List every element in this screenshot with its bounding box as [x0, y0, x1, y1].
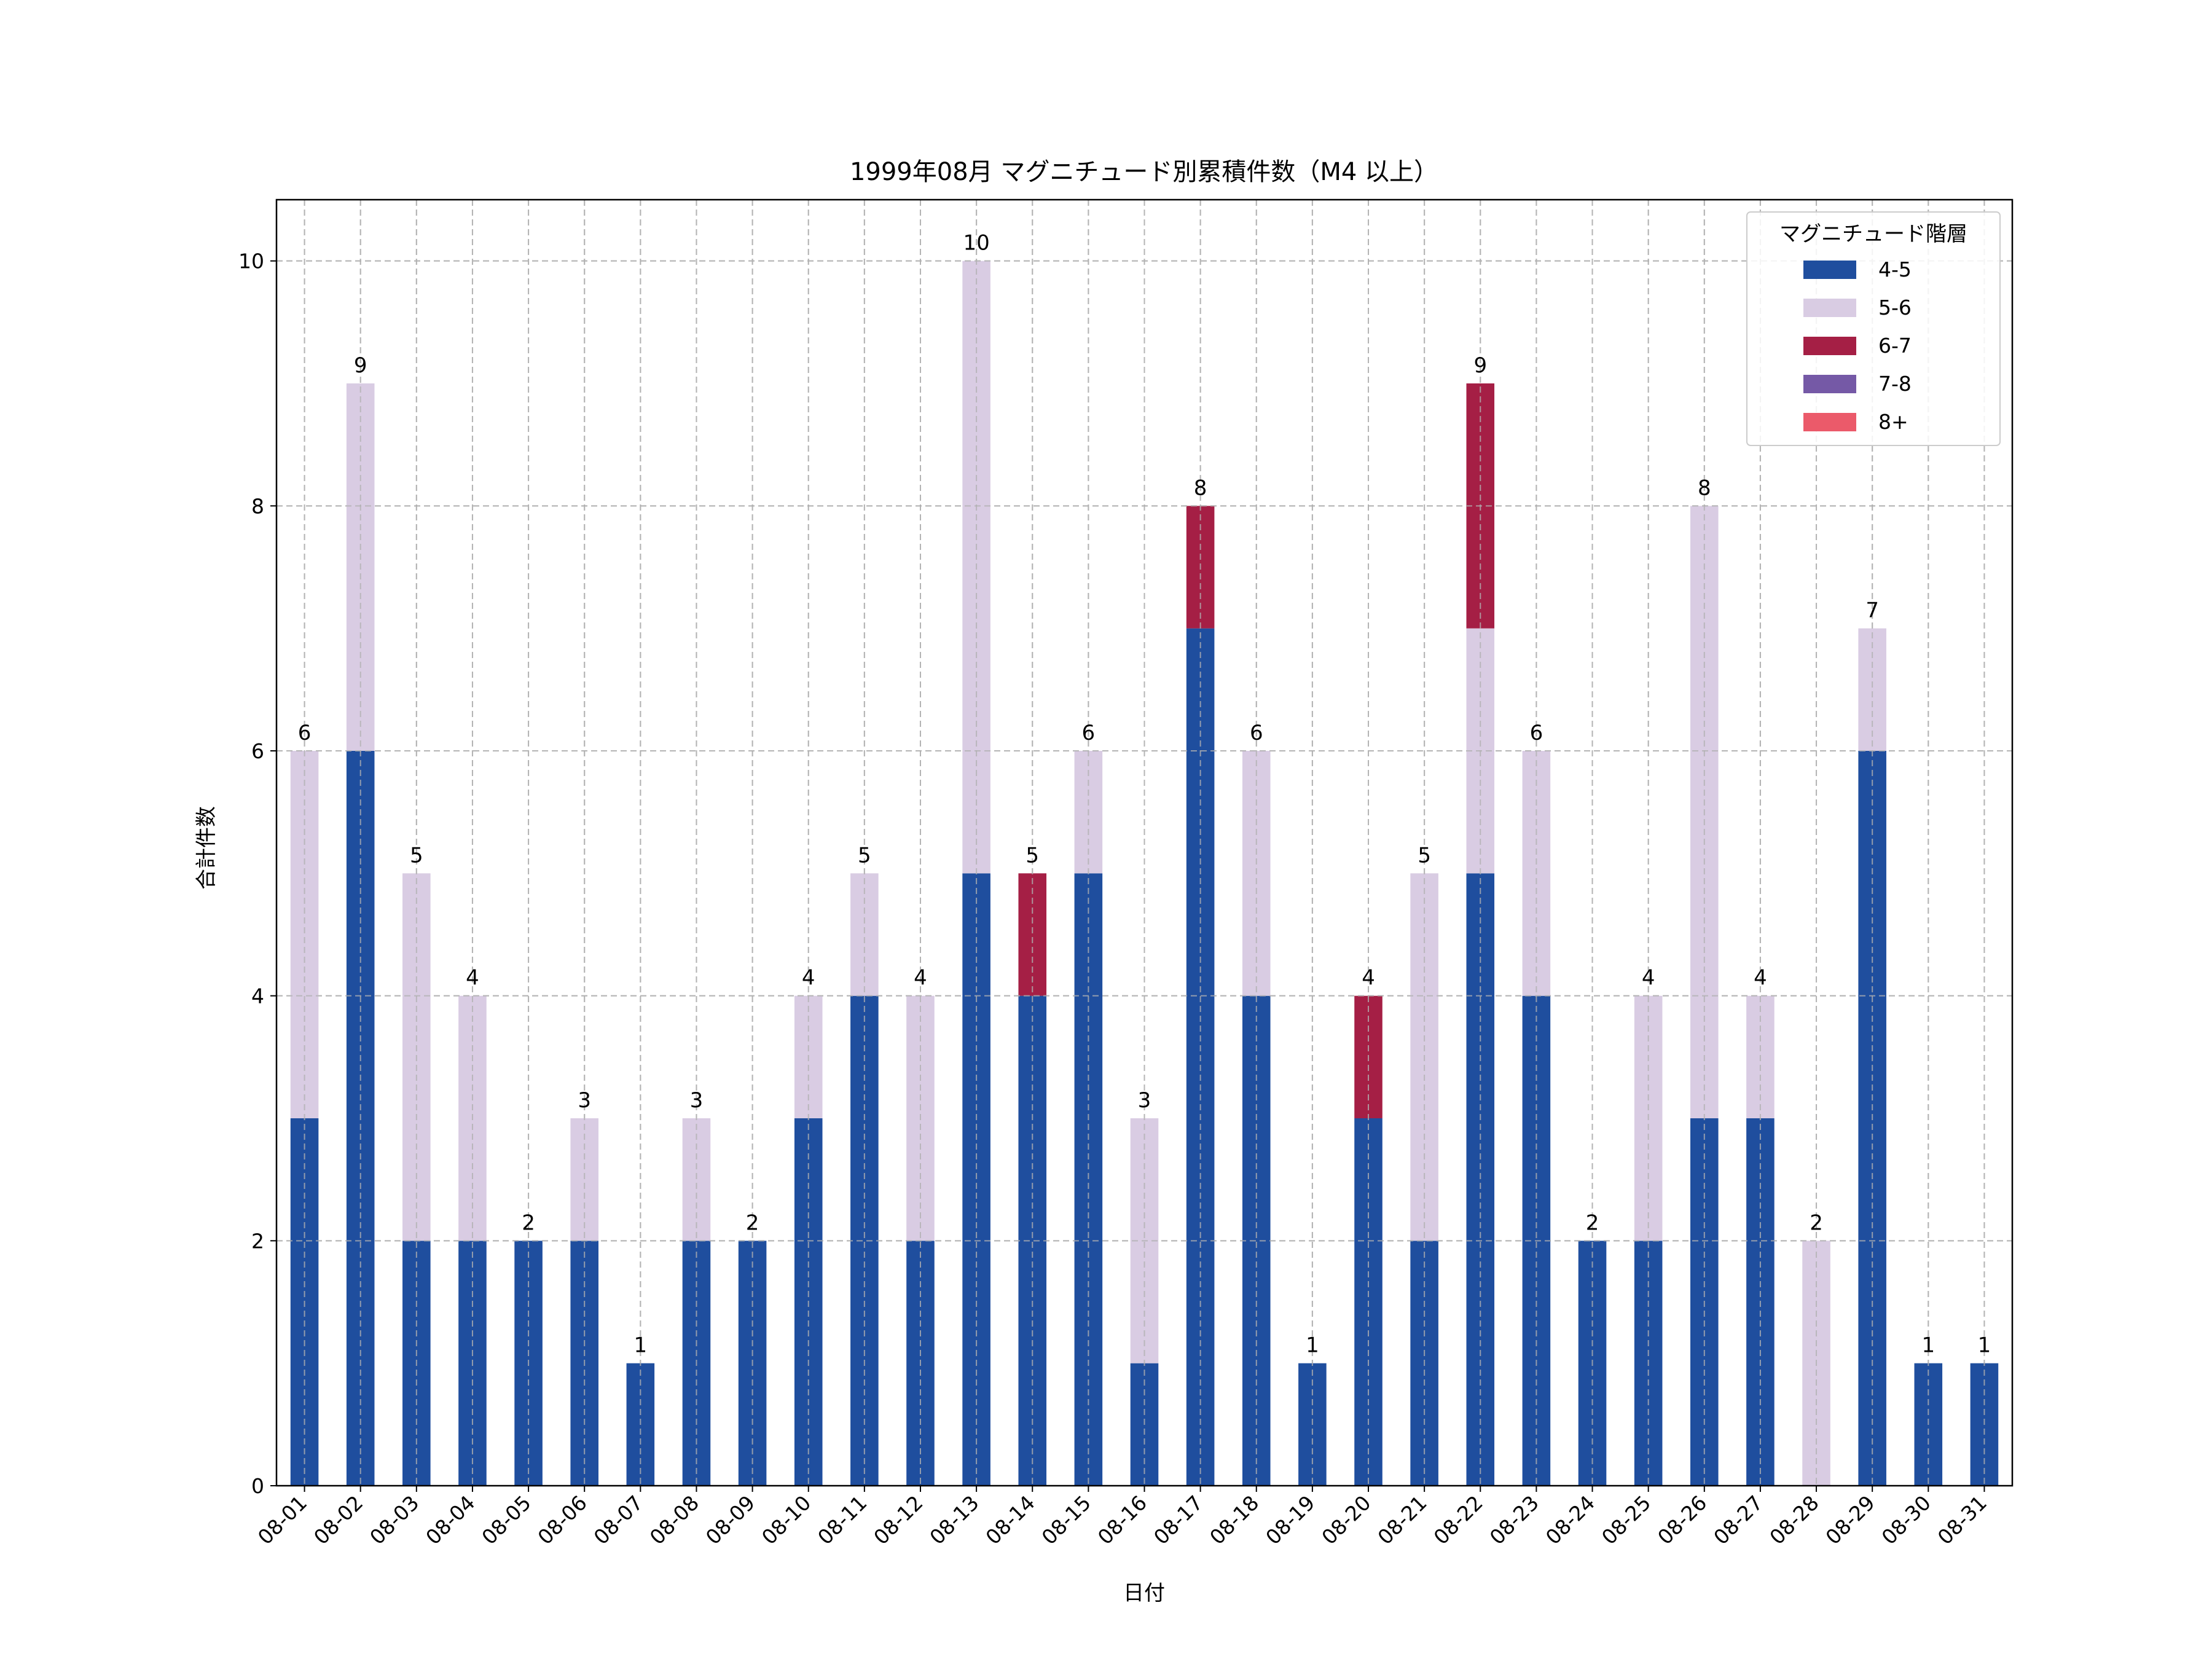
bar-total-label: 3 [578, 1088, 591, 1113]
bar-total-label: 5 [1418, 843, 1431, 868]
y-tick-label: 4 [251, 984, 264, 1008]
x-tick-label: 08-12 [869, 1491, 927, 1549]
x-tick-label: 08-24 [1541, 1491, 1599, 1549]
bar-total-label: 5 [858, 843, 871, 868]
legend-label-5-6: 5-6 [1878, 296, 1912, 320]
labels-layer: 6 9 5 4 2 3 1 3 2 4 5 4 10 5 6 3 8 6 1 4 5 9 6 2 4 8 4 2 7 1 1 [298, 231, 1991, 1358]
x-axis-label: 日付 [1123, 1581, 1165, 1606]
x-tick-label: 08-25 [1597, 1491, 1655, 1549]
x-tick-label: 08-13 [925, 1491, 983, 1549]
x-tick-label: 08-19 [1261, 1491, 1319, 1549]
x-tick-label: 08-20 [1317, 1491, 1375, 1549]
legend-label-6-7: 6-7 [1878, 334, 1912, 358]
legend-swatch-4-5 [1803, 261, 1856, 279]
x-tick-label: 08-26 [1653, 1491, 1711, 1549]
x-tick-label: 08-18 [1205, 1491, 1263, 1549]
chart-title: 1999年08月 マグニチュード別累積件数（M4 以上） [850, 158, 1438, 186]
bar-total-label: 2 [1810, 1210, 1823, 1235]
x-tick-label: 08-11 [813, 1491, 871, 1549]
x-tick-label: 08-10 [757, 1491, 815, 1549]
y-tick-label: 8 [251, 494, 264, 518]
bar-total-label: 6 [1250, 721, 1263, 745]
x-tick-label: 08-14 [981, 1491, 1040, 1549]
bar-total-label: 6 [1082, 721, 1096, 745]
legend-label-7-8: 7-8 [1878, 372, 1912, 396]
bar-segment-5-6 [290, 751, 319, 1118]
bars-layer [276, 200, 2012, 1486]
x-tick-label: 08-05 [477, 1491, 535, 1549]
x-tick-label: 08-04 [421, 1491, 479, 1549]
bar-total-label: 4 [802, 966, 815, 990]
bar-total-label: 2 [746, 1210, 759, 1235]
bar-total-label: 1 [1306, 1333, 1319, 1358]
bar-total-label: 4 [1642, 966, 1655, 990]
bar-total-label: 2 [1586, 1210, 1599, 1235]
legend-swatch-7-8 [1803, 375, 1856, 393]
legend-label-8+: 8+ [1878, 410, 1908, 434]
plot-frame [275, 198, 2014, 1487]
bar-total-label: 10 [963, 231, 989, 256]
bar-total-label: 2 [522, 1210, 535, 1235]
x-tick-label: 08-06 [533, 1491, 591, 1549]
x-tick-label: 08-15 [1037, 1491, 1096, 1549]
y-tick-label: 0 [251, 1474, 264, 1498]
legend-items: 4-5 5-6 6-7 7-8 8+ [1803, 257, 1912, 434]
bar-total-label: 6 [1530, 721, 1543, 745]
y-tick-label: 10 [238, 249, 264, 273]
bar-total-label: 7 [1865, 598, 1879, 623]
bar-total-label: 8 [1698, 476, 1711, 500]
legend-frame [1746, 211, 2001, 446]
bar-total-label: 1 [1921, 1333, 1935, 1358]
bar-segment-5-6 [1858, 628, 1886, 751]
x-tick-label: 08-17 [1149, 1491, 1207, 1549]
axes-layer: 024681008-0108-0208-0308-0408-0508-0608-… [238, 198, 2014, 1549]
x-tick-label: 08-23 [1485, 1491, 1543, 1549]
bar-total-label: 3 [690, 1088, 704, 1113]
x-tick-label: 08-21 [1373, 1491, 1431, 1549]
bar-total-label: 5 [1026, 843, 1039, 868]
x-tick-label: 08-31 [1933, 1491, 1991, 1549]
bar-total-label: 4 [466, 966, 479, 990]
bar-total-label: 6 [298, 721, 312, 745]
x-tick-label: 08-16 [1093, 1491, 1151, 1549]
x-tick-label: 08-02 [309, 1491, 367, 1549]
legend-swatch-6-7 [1803, 337, 1856, 355]
bar-total-label: 3 [1138, 1088, 1151, 1113]
x-tick-label: 08-07 [589, 1491, 648, 1549]
legend-label-4-5: 4-5 [1878, 257, 1912, 281]
legend-title: マグニチュード階層 [1779, 222, 1967, 246]
legend-swatch-8+ [1803, 413, 1856, 431]
x-tick-label: 08-08 [645, 1491, 704, 1549]
bar-total-label: 4 [1362, 966, 1375, 990]
y-tick-label: 6 [251, 739, 264, 763]
x-tick-label: 08-01 [253, 1491, 312, 1549]
y-axis-label: 合計件数 [194, 806, 219, 890]
x-tick-label: 08-29 [1821, 1491, 1879, 1549]
legend-swatch-5-6 [1803, 299, 1856, 317]
bar-total-label: 4 [914, 966, 927, 990]
bar-total-label: 4 [1754, 966, 1767, 990]
x-tick-label: 08-09 [701, 1491, 759, 1549]
x-tick-label: 08-30 [1877, 1491, 1936, 1549]
x-tick-label: 08-22 [1429, 1491, 1488, 1549]
bar-total-label: 5 [410, 843, 423, 868]
x-tick-label: 08-03 [365, 1491, 423, 1549]
legend: マグニチュード階層 4-5 5-6 6-7 7-8 8+ [1746, 211, 2001, 446]
bar-total-label: 1 [1978, 1333, 1991, 1358]
x-tick-label: 08-28 [1765, 1491, 1823, 1549]
bar-total-label: 9 [354, 353, 367, 378]
bar-total-label: 8 [1194, 476, 1207, 500]
bar-total-label: 9 [1473, 353, 1487, 378]
y-tick-label: 2 [251, 1229, 264, 1253]
bar-total-label: 1 [634, 1333, 648, 1358]
x-tick-label: 08-27 [1709, 1491, 1767, 1549]
